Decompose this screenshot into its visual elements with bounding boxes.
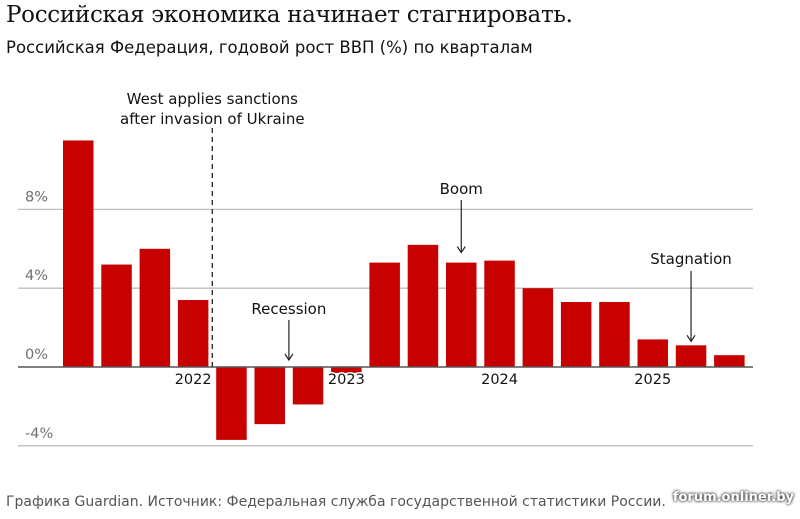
x-year-label: 2024 — [481, 372, 518, 388]
bar — [637, 339, 668, 367]
chart-title: Российская экономика начинает стагнирова… — [6, 2, 573, 28]
bar — [484, 260, 515, 367]
bar — [599, 301, 630, 367]
bar — [177, 300, 209, 367]
annotation-label: Stagnation — [650, 250, 732, 268]
y-tick-label: 0% — [25, 347, 48, 363]
bar — [216, 367, 247, 440]
bar — [446, 262, 477, 367]
y-tick-label: 8% — [25, 189, 48, 205]
annotation-label: after invasion of Ukraine — [120, 110, 305, 128]
bar — [139, 248, 171, 367]
watermark: forum.onliner.by — [672, 490, 794, 505]
chart-subtitle: Российская Федерация, годовой рост ВВП (… — [6, 38, 533, 57]
arrow-head-icon — [456, 246, 466, 254]
arrow-head-icon — [686, 334, 696, 343]
y-tick-label: -4% — [25, 426, 53, 442]
bar — [292, 367, 324, 405]
x-year-label: 2025 — [634, 372, 671, 388]
bar — [331, 367, 362, 373]
arrow-head-icon — [284, 353, 294, 362]
bar — [407, 244, 439, 367]
bar — [675, 345, 707, 367]
bar — [254, 367, 285, 425]
bar — [522, 288, 554, 367]
bar — [369, 262, 400, 367]
x-year-label: 2023 — [328, 372, 365, 388]
bar — [101, 264, 132, 367]
bar — [560, 301, 592, 367]
x-year-label: 2022 — [175, 372, 212, 388]
annotation-label: West applies sanctions — [127, 90, 299, 108]
bar — [714, 355, 745, 367]
source-note: Графика Guardian. Источник: Федеральная … — [6, 494, 666, 510]
y-tick-label: 4% — [25, 268, 48, 284]
bar — [63, 140, 94, 367]
annotation-label: Boom — [440, 180, 483, 198]
annotation-label: Recession — [251, 300, 326, 318]
